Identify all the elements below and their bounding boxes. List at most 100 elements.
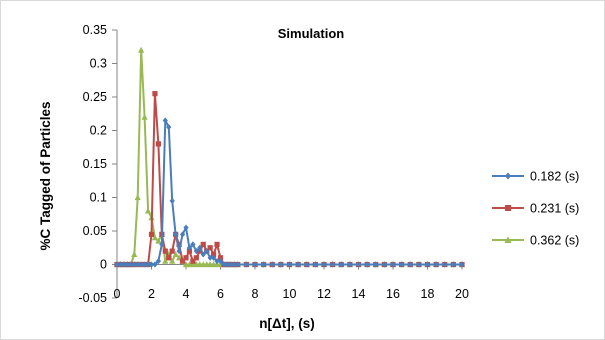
legend: 0.182 (s) 0.231 (s) 0.362 (s) <box>492 170 579 248</box>
data-point <box>155 141 161 147</box>
data-point <box>138 46 145 53</box>
data-point <box>207 254 213 261</box>
data-point <box>433 261 439 268</box>
data-point <box>211 254 217 261</box>
series-0231 <box>114 91 465 268</box>
data-point <box>321 261 327 268</box>
y-tick-label: 0.2 <box>90 124 107 138</box>
data-point <box>190 258 196 264</box>
data-point <box>211 251 217 258</box>
x-tick-label: 4 <box>183 287 190 301</box>
data-point <box>141 113 148 120</box>
data-point <box>416 261 422 268</box>
y-tick-label: 0.15 <box>83 157 107 171</box>
data-point <box>373 261 379 268</box>
data-point <box>131 261 137 268</box>
data-point <box>124 261 130 268</box>
data-point <box>159 241 165 248</box>
data-point <box>278 261 284 268</box>
data-point <box>190 241 196 248</box>
data-point <box>186 244 193 251</box>
legend-entry: 0.362 (s) <box>492 234 579 248</box>
data-point <box>200 251 206 258</box>
data-point <box>252 261 258 268</box>
data-point <box>121 261 127 268</box>
data-point <box>217 258 224 265</box>
data-point <box>355 261 362 268</box>
y-axis-title: %C Tagged of Particles <box>38 101 53 250</box>
data-point <box>131 251 138 258</box>
data-point <box>162 248 168 254</box>
data-point <box>148 231 155 237</box>
series-line <box>117 92 462 266</box>
data-point <box>162 117 168 124</box>
x-tick-label: 14 <box>352 287 366 301</box>
y-tick-label: 0.25 <box>83 90 107 104</box>
data-point <box>186 248 193 254</box>
x-tick-label: 16 <box>386 287 400 301</box>
data-point <box>243 261 249 268</box>
data-point <box>204 248 210 255</box>
data-point <box>221 261 227 268</box>
y-tick-label: 0 <box>100 258 107 272</box>
data-point <box>172 251 179 258</box>
data-point <box>144 207 152 214</box>
data-point <box>183 255 189 261</box>
y-tick-label: 0.3 <box>90 57 107 71</box>
x-tick-label: 8 <box>252 287 259 301</box>
y-tick-label: 0.1 <box>90 191 107 205</box>
data-point <box>505 172 511 180</box>
data-point <box>176 241 182 247</box>
data-point <box>148 261 155 268</box>
data-point <box>183 224 189 231</box>
data-point <box>179 258 186 264</box>
data-point <box>117 261 124 268</box>
data-point <box>364 261 370 268</box>
data-point <box>390 261 396 268</box>
data-point <box>505 205 511 211</box>
x-tick-label: 12 <box>317 287 331 301</box>
data-point <box>228 261 234 268</box>
data-point <box>442 261 448 268</box>
data-point <box>295 261 301 268</box>
data-point <box>152 91 158 97</box>
legend-entry: 0.182 (s) <box>492 170 579 184</box>
data-point <box>135 261 141 268</box>
data-point <box>134 194 141 201</box>
legend-label: 0.231 (s) <box>530 202 579 216</box>
data-point <box>424 261 431 268</box>
data-point <box>312 261 318 268</box>
series-0182 <box>114 117 465 268</box>
data-point <box>338 261 344 268</box>
data-point <box>197 248 203 254</box>
data-point <box>261 261 267 268</box>
x-tick-label: 20 <box>455 287 469 301</box>
data-point <box>169 197 175 204</box>
data-point <box>214 241 220 247</box>
y-tick-label: 0.35 <box>83 23 107 37</box>
data-point <box>152 261 158 268</box>
data-point <box>166 255 172 261</box>
x-tick-label: 0 <box>114 287 121 301</box>
data-point <box>399 261 405 268</box>
data-point <box>407 261 413 268</box>
data-point <box>269 261 275 268</box>
data-point <box>176 248 182 255</box>
y-tick-label: 0.05 <box>83 224 107 238</box>
data-point <box>193 255 199 261</box>
chart-title: Simulation <box>278 26 345 41</box>
data-point <box>145 261 151 268</box>
data-point <box>231 261 237 268</box>
data-point <box>504 236 512 243</box>
data-point <box>304 261 310 268</box>
data-point <box>193 248 199 255</box>
data-point <box>381 261 387 268</box>
x-axis-title: n[Δt], (s) <box>259 316 314 331</box>
data-point <box>128 261 134 268</box>
data-point <box>169 248 175 254</box>
x-tick-label: 6 <box>217 287 224 301</box>
data-point <box>155 237 162 244</box>
legend-label: 0.182 (s) <box>530 170 579 184</box>
